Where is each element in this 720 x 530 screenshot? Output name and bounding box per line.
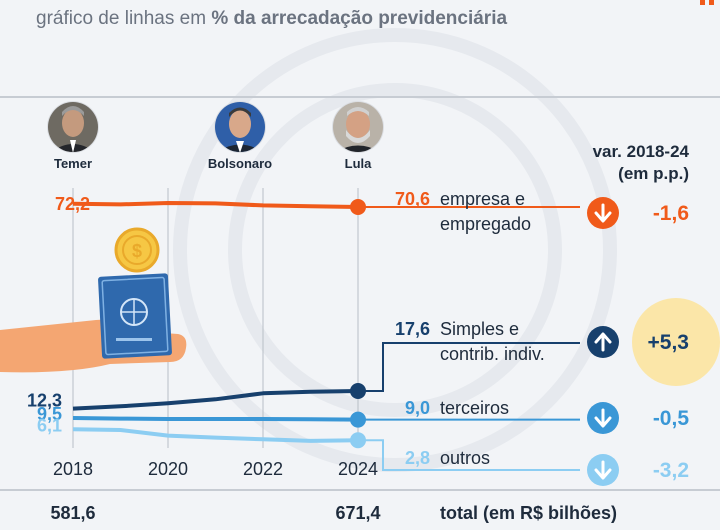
contribution-illustration: $ <box>0 227 187 373</box>
series-layer <box>72 199 580 471</box>
x-tick-label: 2022 <box>243 459 283 479</box>
series-name-terceiros: terceiros <box>440 398 509 418</box>
temer-portrait-icon <box>48 102 98 152</box>
connector-outros <box>358 439 580 471</box>
arrow-glyph <box>594 408 612 428</box>
arrow-glyph <box>594 460 612 480</box>
variation-header: var. 2018-24 <box>593 142 690 161</box>
series-name-simples: contrib. indiv. <box>440 344 545 364</box>
booklet-icon <box>98 273 172 359</box>
start-label-terceiros: 9,5 <box>37 404 62 424</box>
series-name-empresa: empresa e <box>440 189 525 209</box>
president-temer: Temer <box>47 101 99 171</box>
end-label-terceiros: 9,0 <box>405 398 430 418</box>
arrow-glyph <box>594 332 612 352</box>
series-labels: 72,2 70,6 empresa e empregado -1,6 12,3 17,6 Si… <box>27 189 720 486</box>
start-label-empresa: 72,2 <box>55 194 90 214</box>
variation-highlight <box>632 298 720 386</box>
president-name: Temer <box>54 156 92 171</box>
president-name: Bolsonaro <box>208 156 272 171</box>
president-name: Lula <box>345 156 372 171</box>
start-label-simples: 12,3 <box>27 391 62 411</box>
president-lula: Lula <box>332 101 384 171</box>
series-line-empresa <box>72 201 359 209</box>
series-name-empresa: empregado <box>440 214 531 234</box>
total-2018: 581,6 <box>50 503 95 523</box>
variation-value-empresa: -1,6 <box>653 202 689 225</box>
arrow-glyph <box>594 203 612 223</box>
total-label: total (em R$ bilhões) <box>440 503 617 523</box>
background-decoration <box>173 28 617 472</box>
total-2024: 671,4 <box>335 503 380 523</box>
variation-value-outros: -3,2 <box>653 459 689 482</box>
x-tick-label: 2020 <box>148 459 188 479</box>
x-axis: 2018 2020 2022 2024 <box>53 459 378 479</box>
variation-value-simples: +5,3 <box>648 331 689 354</box>
chart-subtitle: gráfico de linhas em % da arrecadação pr… <box>36 8 507 29</box>
connector-simples <box>358 342 580 392</box>
variation-header-unit: (em p.p.) <box>618 164 689 183</box>
x-tick-label: 2018 <box>53 459 93 479</box>
series-line-terceiros <box>72 416 359 422</box>
end-label-empresa: 70,6 <box>395 189 430 209</box>
series-line-outros <box>72 427 359 443</box>
end-label-simples: 17,6 <box>395 319 430 339</box>
x-tick-label: 2024 <box>338 459 378 479</box>
svg-text:$: $ <box>132 241 142 261</box>
start-label-outros: 6,1 <box>37 415 62 435</box>
variation-value-terceiros: -0,5 <box>653 407 690 430</box>
series-line-simples <box>72 389 359 411</box>
logo-icon <box>700 0 714 5</box>
series-name-simples: Simples e <box>440 319 519 339</box>
president-bolsonaro: Bolsonaro <box>208 101 272 171</box>
end-label-outros: 2,8 <box>405 448 430 468</box>
series-name-outros: outros <box>440 448 490 468</box>
